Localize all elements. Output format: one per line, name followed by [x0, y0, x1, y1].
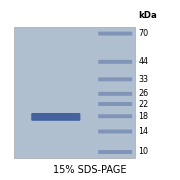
Text: 15% SDS-PAGE: 15% SDS-PAGE	[53, 165, 127, 175]
FancyBboxPatch shape	[98, 77, 132, 81]
Text: 44: 44	[139, 57, 149, 66]
FancyBboxPatch shape	[98, 114, 132, 118]
FancyBboxPatch shape	[98, 130, 132, 134]
Bar	[14, 27, 135, 158]
Text: 22: 22	[139, 100, 149, 109]
FancyBboxPatch shape	[98, 60, 132, 64]
Text: 70: 70	[139, 29, 149, 38]
Text: 33: 33	[139, 75, 149, 84]
FancyBboxPatch shape	[98, 102, 132, 106]
FancyBboxPatch shape	[98, 32, 132, 36]
Text: 18: 18	[139, 112, 149, 121]
FancyBboxPatch shape	[98, 150, 132, 154]
FancyBboxPatch shape	[98, 92, 132, 96]
Text: 26: 26	[139, 89, 149, 98]
FancyBboxPatch shape	[31, 113, 80, 121]
Text: 14: 14	[139, 127, 149, 136]
Text: kDa: kDa	[139, 11, 157, 20]
Text: 10: 10	[139, 147, 149, 156]
